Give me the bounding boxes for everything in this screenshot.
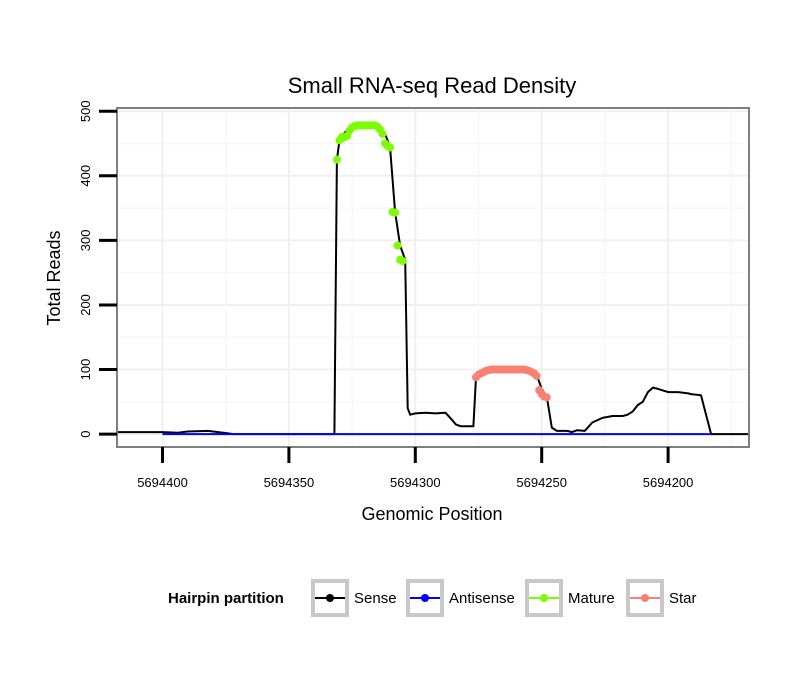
legend-item-mature: Mature <box>525 579 615 617</box>
legend-title: Hairpin partition <box>168 590 284 607</box>
y-tick-label: 300 <box>78 230 93 252</box>
x-tick-label: 5694300 <box>390 475 441 490</box>
data-point-mature <box>378 129 387 138</box>
grid-lines <box>117 108 749 447</box>
data-point-mature <box>332 155 341 164</box>
data-point-star <box>532 371 541 380</box>
y-tick-label: 400 <box>78 165 93 187</box>
y-tick-label: 200 <box>78 294 93 316</box>
x-tick-label: 5694200 <box>643 475 694 490</box>
series-line-sense <box>117 124 749 436</box>
legend-item-antisense: Antisense <box>406 579 515 617</box>
legend-label: Mature <box>568 590 615 607</box>
legend-key-point <box>641 594 649 602</box>
legend-key-point <box>326 594 334 602</box>
panel-background <box>117 108 749 447</box>
data-point-mature <box>398 257 407 266</box>
points-layer <box>332 121 551 402</box>
data-point-mature <box>391 208 400 217</box>
panel-border <box>116 107 750 448</box>
x-axis-title: Genomic Position <box>361 504 502 524</box>
x-tick-label: 5694400 <box>137 475 188 490</box>
legend-label: Sense <box>354 590 397 607</box>
y-tick-label: 500 <box>78 100 93 122</box>
legend-item-sense: Sense <box>311 579 397 617</box>
x-tick-label: 5694350 <box>264 475 315 490</box>
legend-key-point <box>421 594 429 602</box>
legend-label: Star <box>669 590 697 607</box>
y-axis-title: Total Reads <box>44 230 64 325</box>
y-tick-label: 0 <box>78 430 93 437</box>
data-point-star <box>542 393 551 402</box>
chart-title: Small RNA-seq Read Density <box>288 73 577 98</box>
legend-item-star: Star <box>626 579 697 617</box>
data-point-mature <box>393 241 402 250</box>
legend-key-point <box>540 594 548 602</box>
panel-frame <box>116 107 750 448</box>
y-tick-label: 100 <box>78 359 93 381</box>
x-axis: 5694400 5694350 5694300 5694250 5694200 <box>137 447 693 490</box>
y-axis: 0 100 200 300 400 500 <box>78 100 117 438</box>
data-point-mature <box>386 143 395 152</box>
series-layer <box>117 124 749 436</box>
plot-panel <box>117 108 749 447</box>
legend-label: Antisense <box>449 590 515 607</box>
legend: Hairpin partition Sense Antisense Mature St… <box>168 579 697 617</box>
x-tick-label: 5694250 <box>516 475 567 490</box>
